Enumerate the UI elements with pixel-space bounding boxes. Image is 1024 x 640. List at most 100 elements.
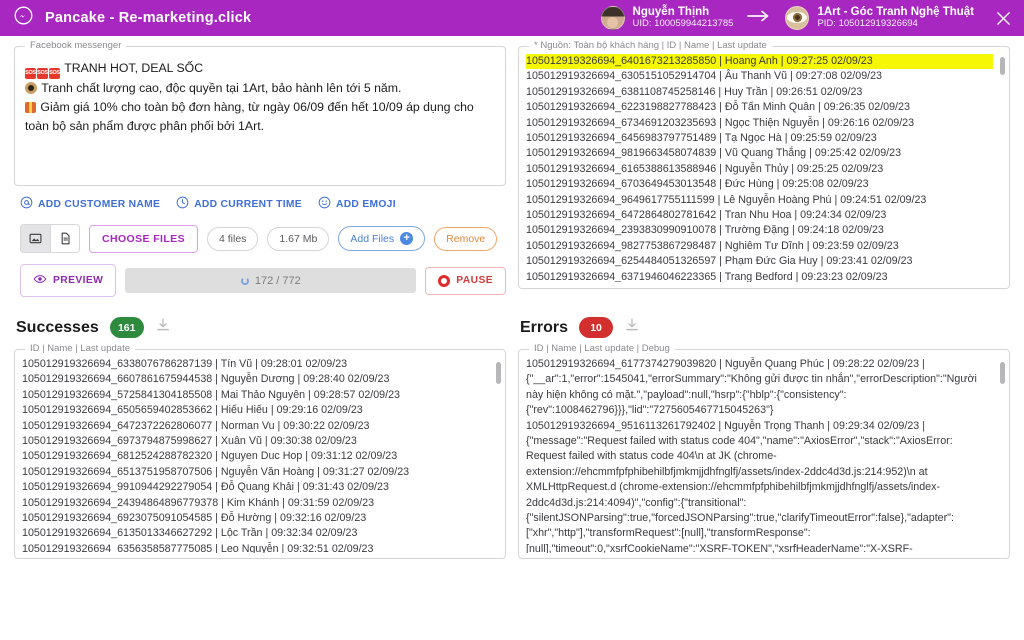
pause-button[interactable]: Pause [425,266,506,295]
remove-files-button[interactable]: Remove [434,226,498,251]
source-account[interactable]: Nguyễn Thịnh UID: 100059944213785 [600,5,734,30]
download-icon[interactable] [624,317,640,338]
page-title: Pancake - Re-marketing.click [45,10,252,26]
add-files-label: Add Files [350,232,395,245]
message-line-3: Giảm giá 10% cho toàn bộ đơn hàng, từ ng… [25,98,495,136]
successes-title: Successes [16,318,99,336]
composer-legend: Facebook messenger [25,40,127,51]
successes-scrollbar[interactable] [496,362,501,384]
list-item[interactable]: 105012919326694_6356358587775085 | Leo N… [22,542,374,553]
target-page-pid: PID: 105012919326694 [817,18,918,30]
composer-column: Facebook messenger SOSSOSSOS TRANH HOT, … [14,40,506,297]
list-item[interactable]: 105012919326694_9819663458074839 | Vũ Qu… [526,147,902,160]
list-item[interactable]: 105012919326694_6513751958707506 | Nguyễ… [22,465,410,478]
image-icon[interactable] [21,225,50,252]
list-item[interactable]: 105012919326694_6923075091054585 | Đỗ Hư… [22,512,367,525]
preview-label: Preview [53,275,104,286]
message-text-1: TRANH HOT, DEAL SỐC [64,61,204,75]
list-item[interactable]: 105012919326694_24394864896779378 | Kim … [22,496,375,509]
preview-button[interactable]: Preview [20,264,117,297]
source-list-panel[interactable]: * Nguồn: Toàn bộ khách hàng | ID | Name … [518,40,1010,289]
at-icon [20,196,33,212]
add-customer-name-label: Add customer name [38,198,161,210]
list-item[interactable]: 105012919326694_6381108745258146 | Huy T… [526,85,863,98]
clock-icon [176,196,189,212]
list-item[interactable]: 105012919326694_6254484051326597 | Phạm … [526,255,913,268]
message-text-3: Giảm giá 10% cho toàn bộ đơn hàng, từ ng… [25,100,474,133]
list-item[interactable]: 105012919326694_6505659402853662 | Hiếu … [22,404,363,417]
add-current-time-button[interactable]: Add current time [176,196,302,212]
pause-label: Pause [456,275,493,286]
emoji-icon [318,196,331,212]
source-list-legend: * Nguồn: Toàn bộ khách hàng | ID | Name … [529,40,772,51]
list-item[interactable]: 105012919326694_6223198827788423 | Đỗ Tấ… [526,101,910,114]
list-item[interactable]: 105012919326694_6371946046223365 | Trang… [526,270,888,282]
source-list[interactable]: 105012919326694_6401673213285850 | Hoang… [526,54,1005,282]
source-column: * Nguồn: Toàn bộ khách hàng | ID | Name … [518,40,1010,297]
download-icon[interactable] [155,317,171,338]
target-page[interactable]: 1Art - Góc Tranh Nghệ Thuật PID: 1050129… [785,6,974,30]
add-files-button[interactable]: Add Files + [338,226,426,251]
file-count-pill: 4 files [206,226,259,251]
progress-counter: 172 / 772 [254,274,301,287]
successes-count-badge: 161 [109,317,144,338]
errors-title: Errors [520,318,569,336]
file-size-pill: 1.67 Mb [267,226,330,251]
errors-legend: ID | Name | Last update | Debug [529,343,675,354]
list-item[interactable]: 105012919326694_2393830990910078 | Trườn… [526,224,884,237]
avatar [600,5,625,30]
message-line-2: Tranh chất lượng cao, độc quyền tại 1Art… [25,79,495,98]
list-item[interactable]: 105012919326694_6607861675944538 | Nguyễ… [22,373,390,386]
list-item[interactable]: 105012919326694_6305151052914704 | Âu Th… [526,70,883,83]
sos-emoji-icon: SOS [25,68,36,79]
errors-panel[interactable]: ID | Name | Last update | Debug 10501291… [518,343,1010,559]
add-emoji-label: Add emoji [335,198,396,210]
arrow-right-icon [747,9,771,27]
source-list-scrollbar[interactable] [1000,57,1005,75]
errors-count-badge: 10 [579,317,614,338]
list-item[interactable]: 105012919326694_6401673213285850 | Hoang… [526,54,993,70]
add-emoji-button[interactable]: Add emoji [318,196,396,212]
list-item[interactable]: 105012919326694_9827753867298487 | Nghiê… [526,239,899,252]
message-line-1: SOSSOSSOS TRANH HOT, DEAL SỐC [25,59,495,79]
target-page-name: 1Art - Góc Tranh Nghệ Thuật [817,5,974,18]
list-item[interactable]: 105012919326694_6177374279039820 | Nguyễ… [526,358,977,417]
source-account-name: Nguyễn Thịnh [632,5,710,18]
list-item[interactable]: 105012919326694_6703649453013548 | Đức H… [526,178,869,191]
list-item[interactable]: 105012919326694_6135013346627292 | Lộc T… [22,527,358,540]
file-row: Choose files 4 files 1.67 Mb Add Files +… [20,224,506,253]
sos-emoji-icon: SOS [49,68,60,79]
errors-column: Errors 10 ID | Name | Last update | Debu… [518,297,1010,559]
choose-files-button[interactable]: Choose files [89,224,198,253]
list-item[interactable]: 105012919326694_6812524288782320 | Nguye… [22,450,398,463]
message-composer[interactable]: Facebook messenger SOSSOSSOS TRANH HOT, … [14,40,506,186]
errors-scrollbar[interactable] [1000,362,1005,384]
eye-emoji-icon [25,82,37,94]
list-item[interactable]: 105012919326694_6734691203235693 | Ngọc … [526,116,915,129]
avatar [785,5,810,30]
source-account-uid: UID: 100059944213785 [632,18,734,30]
app-header: Pancake - Re-marketing.click Nguyễn Thịn… [0,0,1024,36]
list-item[interactable]: 105012919326694_6973794875998627 | Xuân … [22,435,357,448]
list-item[interactable]: 105012919326694_9516113261792402 | Nguyễ… [526,419,954,553]
document-icon[interactable] [50,225,79,252]
errors-list[interactable]: 105012919326694_6177374279039820 | Nguyễ… [526,357,1005,553]
list-item[interactable]: 105012919326694_6472372262806077 | Norma… [22,419,370,432]
composer-actions: Add customer name Add current time Add e… [20,196,506,212]
list-item[interactable]: 105012919326694_6338076786287139 | Tín V… [22,358,348,370]
list-item[interactable]: 105012919326694_9910944292279054 | Đỗ Qu… [22,481,389,494]
add-customer-name-button[interactable]: Add customer name [20,196,160,212]
send-progress-bar: 172 / 772 [125,268,417,293]
list-item[interactable]: 105012919326694_6472864802781642 | Tran … [526,209,887,222]
list-item[interactable]: 105012919326694_5725841304185508 | Mai T… [22,388,400,401]
list-item[interactable]: 105012919326694_6456983797751489 | Tạ Ng… [526,132,877,145]
spinner-icon [240,276,249,285]
close-icon[interactable] [990,5,1016,31]
successes-list[interactable]: 105012919326694_6338076786287139 | Tín V… [22,357,501,553]
list-item[interactable]: 105012919326694_9649617755111599 | Lê Ng… [526,193,927,206]
successes-panel[interactable]: ID | Name | Last update 105012919326694_… [14,343,506,559]
add-current-time-label: Add current time [194,198,302,210]
attachment-type-toggle[interactable] [20,224,80,253]
stop-circle-icon [438,274,451,287]
list-item[interactable]: 105012919326694_6165388613588946 | Nguyễ… [526,162,884,175]
